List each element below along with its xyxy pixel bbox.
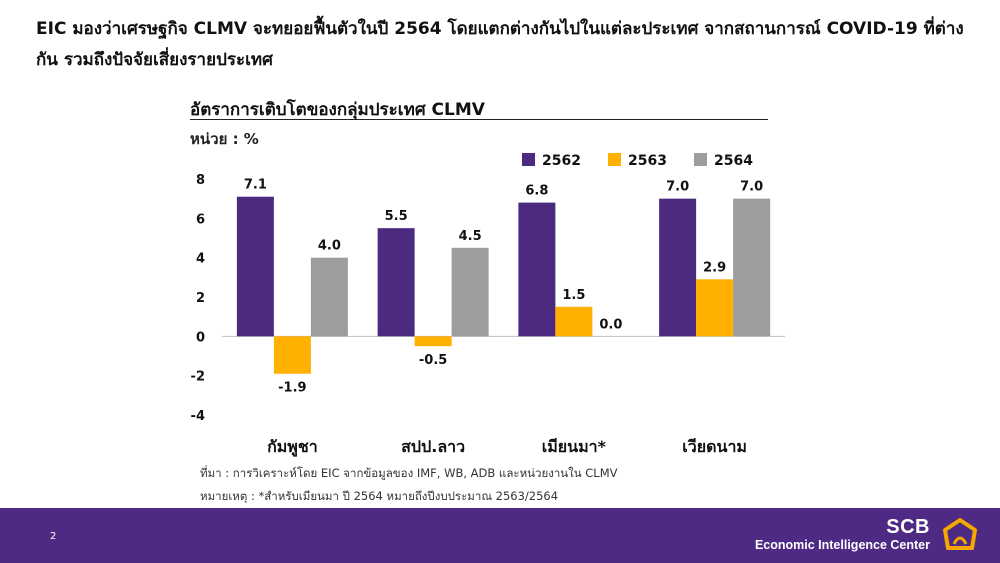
legend-label: 2564: [714, 153, 753, 169]
bar-2563: [555, 306, 593, 337]
data-label: 2.9: [703, 260, 726, 275]
y-tick-label: -2: [191, 370, 205, 385]
data-label: 7.1: [244, 178, 267, 193]
y-tick-label: 2: [196, 291, 205, 306]
data-label: 4.0: [318, 239, 341, 254]
y-tick-label: 0: [196, 330, 205, 345]
bar-2564: [310, 257, 348, 337]
legend: 2562 2563 2564: [522, 153, 753, 169]
data-label: -1.9: [278, 381, 306, 396]
data-label: 1.5: [562, 288, 585, 303]
data-label: 5.5: [385, 209, 408, 224]
y-tick-label: -4: [191, 409, 205, 424]
legend-label: 2563: [628, 153, 667, 169]
scb-logo-icon: [943, 518, 977, 550]
brand-subtitle: Economic Intelligence Center: [754, 538, 930, 552]
legend-label: 2562: [542, 153, 581, 169]
title-underline: [190, 119, 768, 120]
y-tick-label: 8: [196, 173, 205, 188]
data-label: 4.5: [459, 229, 482, 244]
bar-2563: [273, 336, 311, 374]
bar-2563: [696, 279, 734, 337]
source-note: ที่มา : การวิเคราะห์โดย EIC จากข้อมูลของ…: [200, 466, 618, 480]
bar-2562: [236, 196, 274, 337]
bar-2562: [518, 202, 556, 337]
remark-note: หมายเหตุ : *สำหรับเมียนมา ปี 2564 หมายถึ…: [200, 489, 559, 503]
data-label: 0.0: [599, 317, 622, 332]
legend-swatch-2562: [522, 153, 535, 166]
category-label: สปป.ลาว: [401, 437, 465, 456]
legend-swatch-2563: [608, 153, 621, 166]
slide-headline: EIC มองว่าเศรษฐกิจ CLMV จะทยอยฟื้นตัวในป…: [36, 19, 964, 70]
bar-2564: [733, 198, 771, 337]
y-tick-label: 4: [196, 252, 205, 267]
data-label: -0.5: [419, 353, 447, 368]
category-label: กัมพูชา: [267, 437, 318, 458]
category-labels-layer: กัมพูชา สปป.ลาว เมียนมา* เวียดนาม: [267, 437, 747, 458]
category-label: เมียนมา*: [542, 437, 607, 456]
data-labels-layer: 7.1 -1.9 4.0 5.5 -0.5 4.5 6.8 1.5 0.0 7.0 2.9 7.0: [244, 178, 763, 396]
bars-layer: [236, 196, 771, 374]
unit-label: หน่วย : %: [190, 130, 259, 148]
footer-bar: 2 SCB Economic Intelligence Center: [0, 508, 1000, 563]
data-label: 6.8: [525, 184, 548, 199]
chart-title: อัตราการเติบโตของกลุ่มประเทศ CLMV: [190, 100, 485, 120]
category-label: เวียดนาม: [682, 437, 747, 456]
legend-swatch-2564: [694, 153, 707, 166]
bar-2563: [414, 336, 452, 347]
bar-2562: [377, 228, 415, 337]
data-label: 7.0: [740, 180, 763, 195]
bar-2562: [659, 198, 697, 337]
brand-name: SCB: [886, 516, 930, 538]
page-number: 2: [50, 531, 57, 542]
bar-2564: [451, 247, 489, 337]
y-axis-ticks: 8 6 4 2 0 -2 -4: [191, 173, 205, 424]
y-tick-label: 6: [196, 212, 205, 227]
data-label: 7.0: [666, 180, 689, 195]
